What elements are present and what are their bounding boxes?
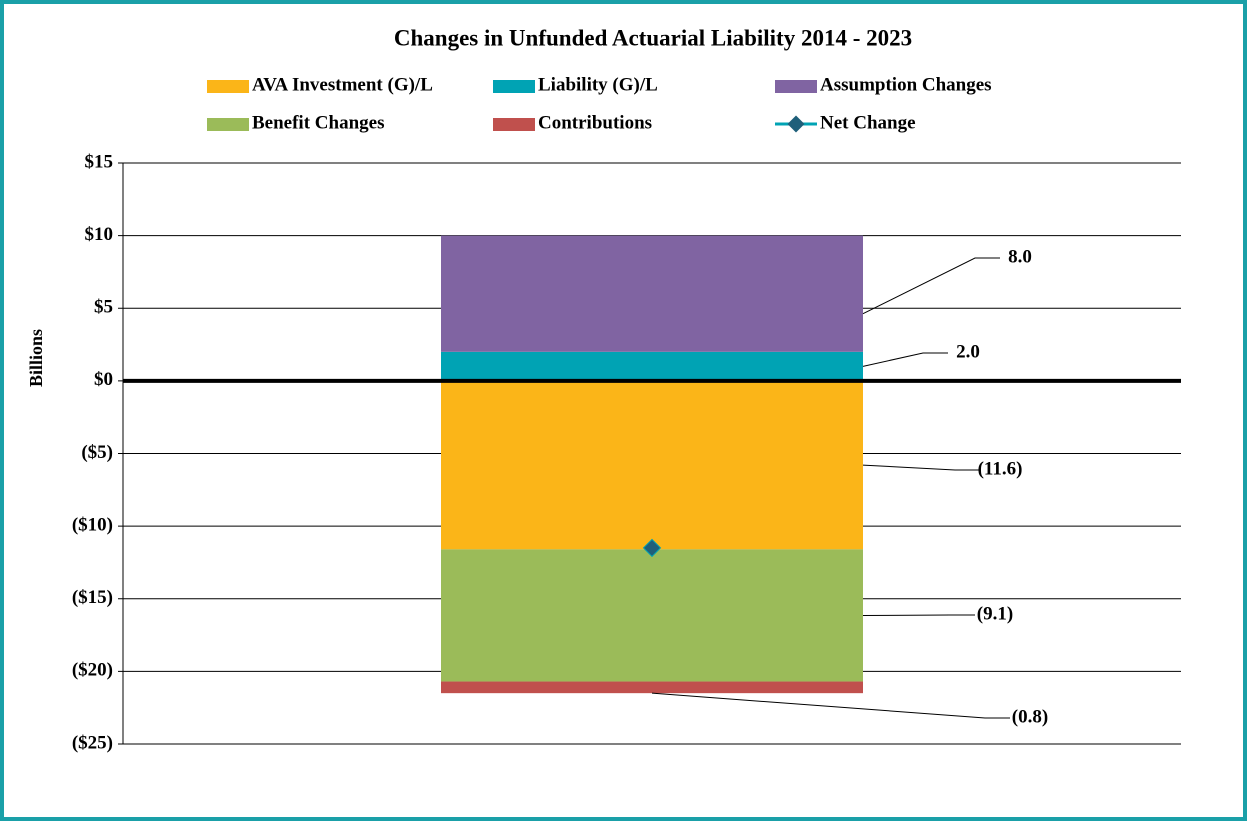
value-label: 2.0 (956, 341, 980, 362)
legend-swatch (493, 118, 535, 131)
legend-label: Assumption Changes (820, 74, 992, 95)
value-label: (0.8) (1012, 706, 1048, 727)
legend-swatch (207, 80, 249, 93)
legend-label: Liability (G)/L (538, 74, 658, 95)
legend-label: Benefit Changes (252, 112, 384, 133)
y-tick-label: ($5) (81, 442, 113, 463)
y-axis-label: Billions (26, 329, 46, 387)
y-tick-label: $5 (94, 297, 113, 318)
value-label: (9.1) (977, 603, 1013, 624)
legend-marker (787, 115, 805, 133)
bar-segment (441, 235, 863, 352)
bar-segment (441, 681, 863, 694)
leader-line (862, 352, 948, 367)
bar-segment (441, 549, 863, 682)
line-marker (642, 538, 662, 558)
bar-segment (441, 380, 863, 550)
legend-swatch (493, 80, 535, 93)
y-tick-label: ($10) (72, 514, 113, 535)
y-tick-label: ($25) (72, 732, 113, 753)
y-tick-label: $15 (85, 151, 114, 172)
leader-line (862, 464, 980, 471)
legend-label: AVA Investment (G)/L (252, 74, 433, 95)
legend-label: Contributions (538, 112, 652, 133)
y-tick-label: ($15) (72, 587, 113, 608)
leader-line (651, 692, 1010, 719)
chart-title: Changes in Unfunded Actuarial Liability … (394, 25, 912, 50)
bar-segment (441, 351, 863, 381)
value-label: 8.0 (1008, 246, 1032, 267)
y-tick-label: ($20) (72, 660, 113, 681)
y-tick-label: $10 (85, 224, 114, 245)
legend-swatch (207, 118, 249, 131)
y-tick-label: $0 (94, 369, 113, 390)
legend-label: Net Change (820, 112, 916, 133)
legend-swatch (775, 80, 817, 93)
leader-line (862, 257, 1000, 315)
value-label: (11.6) (978, 458, 1023, 479)
